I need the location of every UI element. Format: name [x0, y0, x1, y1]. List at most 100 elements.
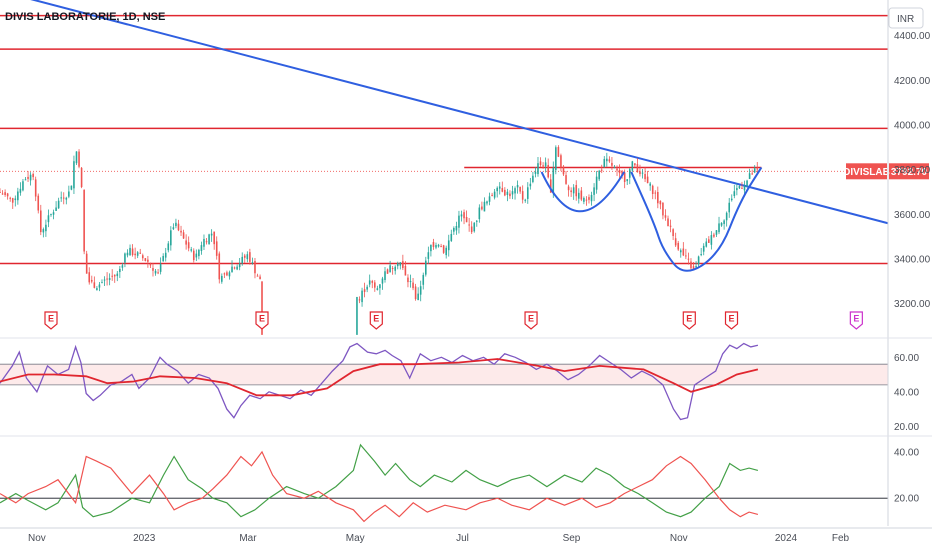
candle-body [702, 245, 705, 252]
price-tick-2: 4000.00 [894, 121, 931, 132]
candle-body [641, 172, 644, 174]
candle-body [144, 258, 147, 262]
candle-body [552, 167, 555, 193]
earnings-marker-4-label: E [686, 314, 692, 324]
candle-body [450, 233, 453, 241]
candle-body [651, 185, 654, 194]
candle-body [654, 192, 657, 194]
candle-body [504, 189, 506, 196]
candle-body [445, 247, 447, 256]
candle-body [483, 201, 486, 212]
price-tick-0: 4400.00 [894, 31, 931, 42]
candle-body [124, 253, 126, 263]
candle-body [623, 172, 626, 182]
candle-body [649, 183, 651, 186]
candle-body [116, 273, 119, 277]
candle-body [45, 224, 47, 232]
candle-body [514, 188, 516, 194]
earnings-marker-5 [724, 311, 739, 330]
candle-body [682, 248, 685, 256]
candle-body [733, 191, 736, 196]
candle-body [80, 167, 83, 188]
chart-title: DIVIS LABORATORIE, 1D, NSE [5, 11, 165, 23]
candle-body [657, 191, 659, 204]
price-tick-5: 3400.00 [894, 254, 931, 265]
candle-body [52, 212, 55, 215]
candle-body [565, 175, 567, 184]
candle-body [391, 267, 394, 269]
candle-body [529, 183, 532, 187]
candle-body [659, 200, 662, 205]
rsi-pane [0, 342, 888, 421]
candle-body [126, 252, 129, 256]
candle-body [478, 207, 481, 220]
candle-body [29, 174, 32, 181]
symbol-badge [846, 163, 887, 180]
candle-body [447, 240, 450, 251]
candle-body [580, 190, 583, 200]
candle-body [618, 170, 621, 174]
candle-body [613, 167, 616, 169]
candle-body [600, 169, 603, 171]
candle-body [549, 179, 552, 193]
candle-body [715, 230, 718, 235]
earnings-marker-3 [524, 311, 538, 330]
candle-body [47, 215, 50, 223]
candle-body [389, 265, 391, 273]
candle-body [256, 275, 259, 277]
candle-body [149, 263, 152, 266]
candle-body [381, 278, 384, 284]
candle-body [425, 260, 427, 275]
candle-body [419, 286, 422, 295]
price-tick-4: 3600.00 [894, 210, 931, 221]
candle-body [491, 194, 493, 196]
candle-body [374, 282, 376, 288]
candle-body [417, 293, 419, 301]
time-label-3: May [346, 533, 365, 544]
candle-body [674, 238, 677, 246]
candle-body [572, 187, 575, 194]
candle-body [4, 192, 6, 196]
future-earnings-marker-0-label: E [853, 314, 859, 324]
dmi-tick-1: 20.00 [894, 494, 919, 505]
time-label-4: Jul [456, 533, 469, 544]
candle-body [254, 261, 256, 274]
candle-body [111, 275, 113, 277]
candle-body [511, 191, 514, 195]
candle-body [249, 252, 251, 262]
candle-body [101, 282, 103, 284]
candle-body [134, 253, 136, 256]
candle-body [577, 192, 580, 199]
candle-body [526, 187, 529, 199]
candle-body [409, 281, 412, 283]
price-pane: DIVISLAB 3792.70 [0, 0, 929, 335]
time-label-1: 2023 [133, 533, 156, 544]
candle-body [486, 201, 488, 204]
candle-body [363, 289, 366, 292]
candle-body [516, 185, 519, 188]
candle-body [147, 259, 149, 262]
candle-body [78, 151, 80, 167]
candle-body [437, 244, 440, 247]
candle-body [544, 162, 547, 167]
candle-body [32, 173, 34, 178]
candle-body [180, 230, 182, 233]
candle-body [595, 176, 598, 190]
candle-body [432, 242, 435, 247]
candle-body [557, 147, 560, 157]
candle-body [412, 282, 414, 289]
candle-body [103, 279, 106, 281]
future-earnings-marker-0 [849, 311, 863, 330]
candle-body [62, 197, 65, 199]
candle-body [182, 232, 185, 239]
cup-handle-curve-1 [630, 166, 763, 272]
candle-body [414, 286, 417, 300]
candle-body [131, 248, 134, 256]
candle-body [606, 158, 608, 162]
candle-body [106, 278, 108, 280]
candle-body [98, 284, 101, 288]
candle-body [208, 234, 210, 245]
candle-body [185, 240, 187, 245]
